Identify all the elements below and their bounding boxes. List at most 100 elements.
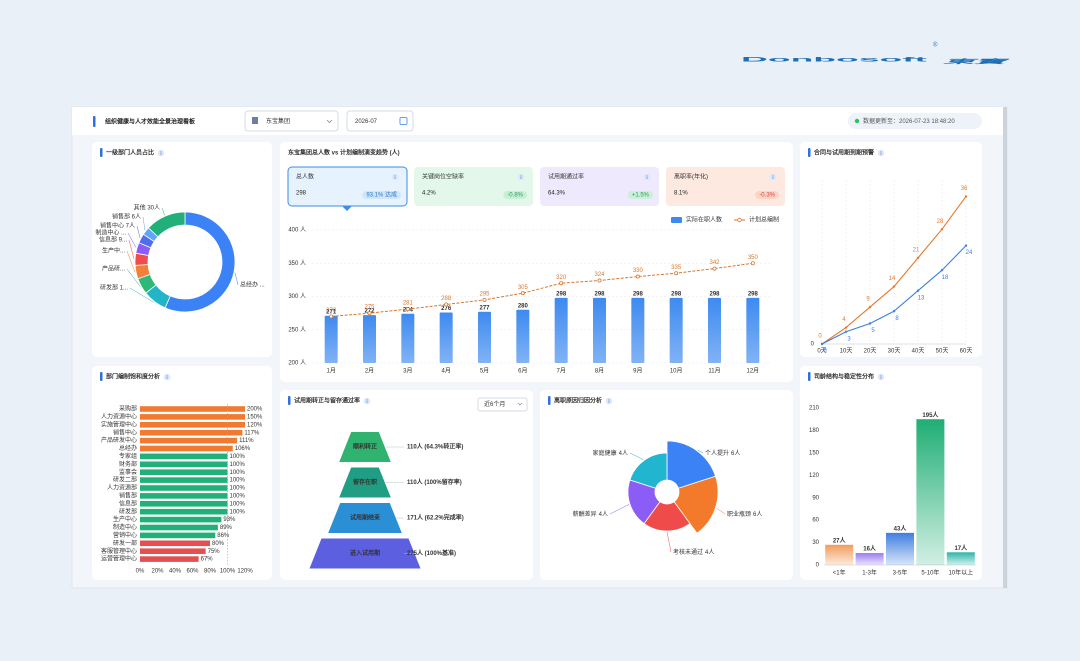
- line-label: 342: [709, 260, 720, 266]
- petal-label: 考核未通过 4人: [673, 548, 714, 556]
- date-box[interactable]: [346, 110, 414, 132]
- info-icon-dot: [772, 174, 774, 176]
- point-label: 18: [942, 275, 949, 281]
- value-label: 100%: [230, 501, 246, 507]
- x-tick-label: 9月: [633, 368, 642, 375]
- title-accent: [288, 396, 291, 405]
- value-label: 67%: [201, 557, 214, 563]
- point-label: 13: [918, 295, 925, 301]
- x-tick-label: 7月: [556, 368, 565, 375]
- point-label: 14: [889, 276, 896, 282]
- line-point: [712, 266, 717, 271]
- filter-label[interactable]: 近6个月: [484, 400, 505, 408]
- filter-select[interactable]: [477, 397, 528, 412]
- value-label: 89%: [220, 525, 233, 531]
- slice-label: 信息部 9...: [99, 236, 127, 244]
- value-label: 100%: [230, 454, 246, 460]
- month-label[interactable]: 2026-07: [355, 119, 378, 125]
- line-point: [820, 342, 824, 346]
- bar-label: 298: [748, 291, 759, 297]
- org-select[interactable]: 东宝集团: [244, 110, 339, 132]
- month-select[interactable]: 2026-07: [346, 110, 414, 132]
- leader-line: [716, 507, 726, 515]
- info-icon-dot: [880, 374, 882, 376]
- category-label: 财务部: [119, 460, 137, 468]
- bar: [140, 477, 228, 483]
- slice-label: 总经办 ...: [240, 281, 265, 289]
- funnel-stage: [309, 538, 421, 569]
- point-label: 4: [842, 317, 846, 323]
- panel-title: 离职原因归因分析: [554, 397, 602, 405]
- leader-line: [629, 452, 644, 460]
- bar: [516, 309, 530, 363]
- select-box[interactable]: [244, 110, 339, 132]
- bar: [593, 297, 606, 363]
- slice-label: 制造中心 ...: [95, 229, 126, 237]
- x-tick-label: 120%: [237, 569, 253, 575]
- point-label: 0: [823, 349, 827, 355]
- bar-label: 280: [518, 303, 529, 309]
- slice-label: 销售部 6人: [112, 213, 141, 221]
- kpi-badge-bg: [503, 191, 527, 199]
- legend-marker: [737, 217, 742, 223]
- x-tick-label: 10天: [840, 348, 853, 355]
- y-tick-label: 210: [809, 406, 820, 412]
- line-point: [329, 314, 334, 319]
- category-label: 人力资源中心: [101, 412, 137, 420]
- title-accent: [808, 148, 811, 157]
- bar: [439, 312, 453, 363]
- panel: [800, 142, 982, 357]
- bar-label: 276: [441, 306, 452, 312]
- x-tick-label: 0%: [136, 569, 145, 575]
- line-point: [916, 256, 920, 260]
- bar: [478, 311, 491, 363]
- category-label: 营销中心: [113, 531, 137, 539]
- bar: [886, 532, 914, 565]
- panel-title: 合同与试用期到期预警: [814, 149, 874, 157]
- bar: [140, 493, 228, 499]
- category-label: 总经办: [119, 444, 137, 452]
- x-tick-label: 20%: [151, 569, 164, 575]
- value-label: 120%: [247, 422, 263, 428]
- leader-line: [609, 504, 630, 515]
- kpi-badge-bg: [627, 191, 653, 199]
- line-label: 288: [441, 296, 452, 302]
- point-label: 3: [847, 336, 851, 342]
- org-label[interactable]: 东宝集团: [266, 117, 290, 125]
- panel: [92, 142, 272, 357]
- header-bar: [72, 107, 1003, 135]
- category-label: 客服管理中心: [101, 547, 137, 555]
- panel-title: 试用期转正与留存通过率: [294, 397, 360, 405]
- bar: [669, 297, 683, 363]
- kpi-badge: -0.8%: [507, 193, 523, 199]
- bar: [140, 532, 216, 539]
- slice-label: 其他 30人: [134, 204, 160, 212]
- bar: [140, 524, 218, 531]
- kpi-value: 64.3%: [548, 191, 566, 197]
- bar: [140, 422, 245, 428]
- value-label: 16人: [863, 545, 877, 553]
- y-tick-label: 90: [812, 495, 819, 501]
- category-label: 研发二部: [113, 476, 137, 484]
- leader-line: [128, 239, 135, 260]
- kpi-badge: +1.5%: [632, 193, 650, 199]
- kpi-value: 8.1%: [674, 191, 688, 197]
- petal-category: 家庭健康: [593, 449, 617, 457]
- line-label: 295: [479, 291, 490, 297]
- bar: [140, 445, 233, 452]
- legend-label: 实际在职人数: [686, 216, 722, 224]
- value-label: 200%: [247, 407, 263, 413]
- line-point: [868, 305, 872, 309]
- leader-line: [126, 250, 136, 273]
- dashboard-title: 组织健康与人才效能全景治理看板: [105, 118, 196, 126]
- point-label: 21: [913, 247, 920, 253]
- funnel-stage: [328, 503, 402, 533]
- value-label: 93%: [223, 517, 236, 523]
- petal-label: 职业瓶颈 6人: [727, 510, 762, 518]
- category-label: 研发一部: [113, 539, 137, 547]
- value-label: 75%: [208, 549, 221, 555]
- rose-petal: [629, 452, 668, 489]
- kpi-label: 总人数: [296, 173, 314, 181]
- x-tick-label: 60%: [186, 569, 199, 575]
